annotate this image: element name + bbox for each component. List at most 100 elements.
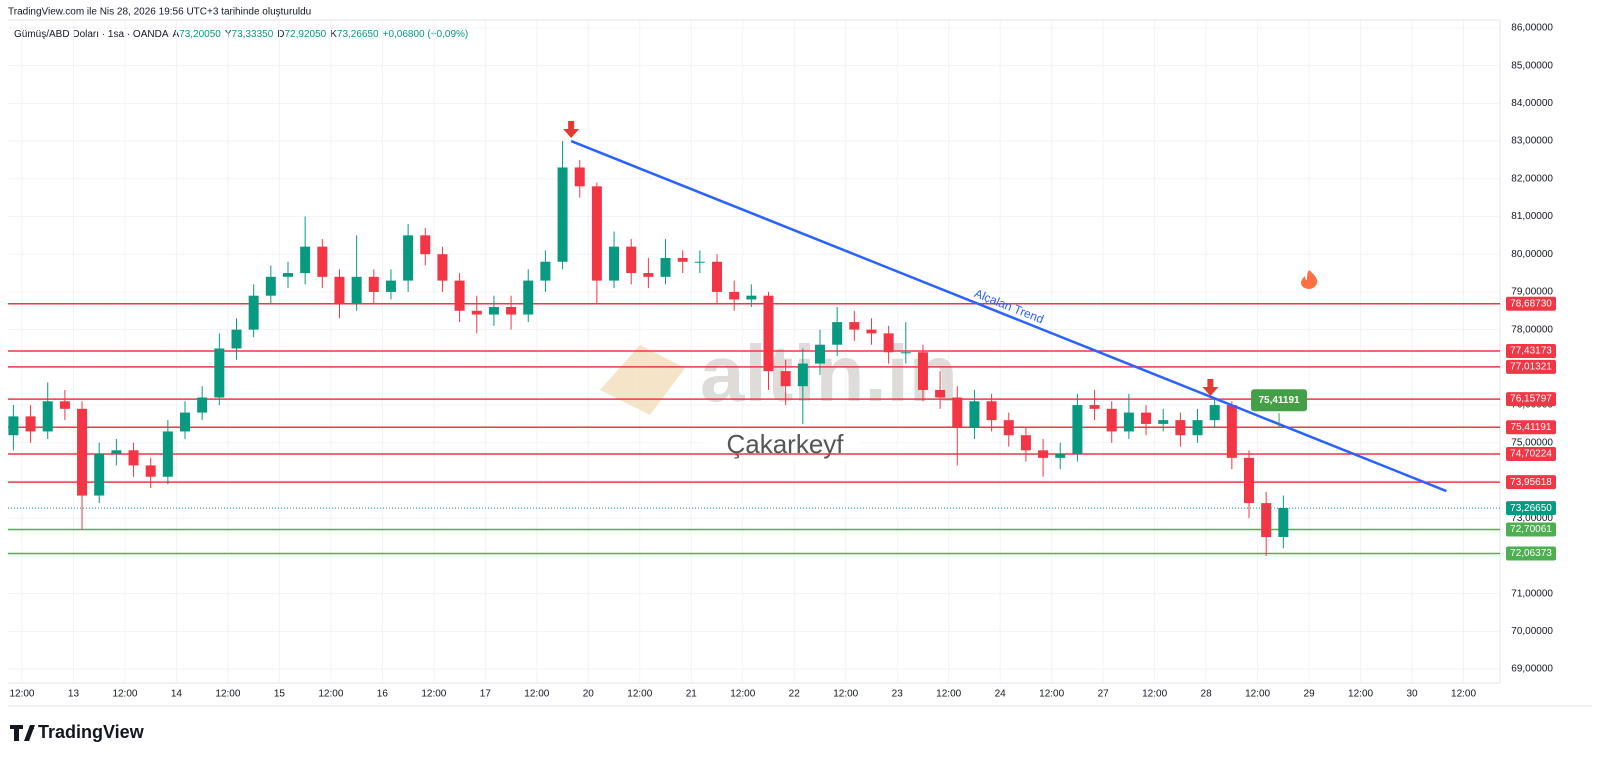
level-tag	[1506, 359, 1556, 374]
flame-icon	[1301, 270, 1318, 289]
candle-body	[317, 246, 328, 277]
candle-body	[471, 310, 482, 315]
candle-body	[677, 257, 688, 262]
x-tick-label: 20	[583, 689, 595, 700]
footer-brand: TradingView	[38, 722, 145, 742]
legend-item: D	[277, 29, 284, 40]
candle-body	[763, 295, 774, 372]
last-price-label: 73,26650	[1510, 503, 1552, 514]
candle-body	[59, 401, 70, 409]
candle-body	[1158, 420, 1169, 424]
candle-body	[1020, 435, 1031, 451]
x-tick-label: 16	[377, 689, 389, 700]
watermark-brand: altin.in	[700, 329, 958, 418]
x-tick-label: 12:00	[318, 689, 343, 700]
x-tick-label: 27	[1098, 689, 1110, 700]
level-tag	[1506, 296, 1556, 311]
y-tick-label: 71,00000	[1511, 588, 1553, 599]
candle-body	[385, 280, 396, 292]
level-tag	[1506, 446, 1556, 461]
candle-body	[1141, 412, 1152, 424]
x-tick-label: 12:00	[524, 689, 549, 700]
x-tick-label: 28	[1201, 689, 1213, 700]
arrow-marker	[1202, 379, 1219, 397]
y-tick-label: 84,00000	[1511, 98, 1553, 109]
candle-body	[832, 322, 843, 345]
candle-body	[454, 280, 465, 311]
candle-body	[1072, 405, 1083, 455]
legend-value: 72,92050	[285, 29, 327, 40]
candle-body	[574, 167, 585, 187]
arrow-marker	[563, 121, 580, 139]
y-tick-label: 82,00000	[1511, 173, 1553, 184]
candle-body	[1003, 420, 1014, 436]
x-tick-label: 21	[686, 689, 698, 700]
x-tick-label: 12:00	[1039, 689, 1064, 700]
candle-body	[1261, 503, 1272, 538]
candle-body	[523, 280, 534, 315]
level-label: 78,68730	[1510, 298, 1552, 309]
candle-body	[952, 397, 963, 428]
x-tick-label: 12:00	[112, 689, 137, 700]
y-tick-label: 78,00000	[1511, 324, 1553, 335]
candle-body	[1192, 420, 1203, 436]
legend-item: K	[330, 29, 337, 40]
candle-body	[403, 235, 414, 281]
level-label: 77,01321	[1510, 361, 1552, 372]
x-tick-label: 12:00	[833, 689, 858, 700]
candle-body	[488, 306, 499, 315]
legend-value: 73,20050	[179, 29, 221, 40]
candle-body	[1038, 450, 1049, 458]
candle-body	[1226, 405, 1237, 458]
candle-body	[248, 295, 259, 330]
x-tick-label: 12:00	[215, 689, 240, 700]
callout-label: 75,41191	[1258, 395, 1300, 406]
x-tick-label: 15	[274, 689, 286, 700]
candle-body	[746, 295, 757, 300]
y-tick-label: 75,00000	[1511, 437, 1553, 448]
legend-change: +0,06800 (+0,09%)	[383, 29, 469, 40]
x-tick-label: 22	[789, 689, 801, 700]
candle-body	[1089, 405, 1100, 409]
candle-body	[643, 273, 654, 277]
level-tag	[1506, 546, 1556, 561]
x-tick-label: 17	[480, 689, 492, 700]
candle-body	[334, 276, 345, 304]
level-label: 77,43173	[1510, 346, 1552, 357]
candle-body	[8, 416, 19, 436]
x-tick-label: 30	[1406, 689, 1418, 700]
x-tick-label: 29	[1304, 689, 1316, 700]
candle-body	[900, 352, 911, 354]
created-note: TradingView.com ile Nis 28, 2026 19:56 U…	[8, 7, 311, 18]
candle-body	[437, 254, 448, 281]
level-tag	[1506, 420, 1556, 435]
x-tick-label: 12:00	[1142, 689, 1167, 700]
candle-body	[162, 431, 173, 477]
y-tick-label: 86,00000	[1511, 23, 1553, 34]
candle-body	[712, 261, 723, 292]
candle-body	[986, 401, 997, 421]
x-tick-label: 24	[995, 689, 1007, 700]
x-tick-label: 14	[171, 689, 183, 700]
legend-item: Gümüş/ABD Doları · 1sa · OANDA	[14, 29, 169, 40]
level-label: 72,70061	[1510, 524, 1552, 535]
candle-body	[128, 450, 139, 466]
last-price-tag	[1506, 501, 1556, 516]
x-tick-label: 12:00	[421, 689, 446, 700]
y-tick-label: 70,00000	[1511, 626, 1553, 637]
candle-body	[866, 329, 877, 334]
candle-body	[1123, 412, 1134, 432]
tv-logo	[10, 725, 35, 741]
level-tag	[1506, 475, 1556, 490]
x-tick-label: 12:00	[936, 689, 961, 700]
level-label: 75,41191	[1511, 422, 1552, 433]
candle-body	[969, 401, 980, 428]
candle-body	[609, 246, 620, 281]
y-tick-label: 80,00000	[1511, 249, 1553, 260]
candle-body	[814, 344, 825, 364]
level-label: 72,06373	[1510, 548, 1552, 559]
level-tag	[1506, 344, 1556, 359]
legend-value: 73,26650	[337, 29, 379, 40]
candle-body	[660, 257, 671, 277]
candle-body	[77, 408, 88, 496]
